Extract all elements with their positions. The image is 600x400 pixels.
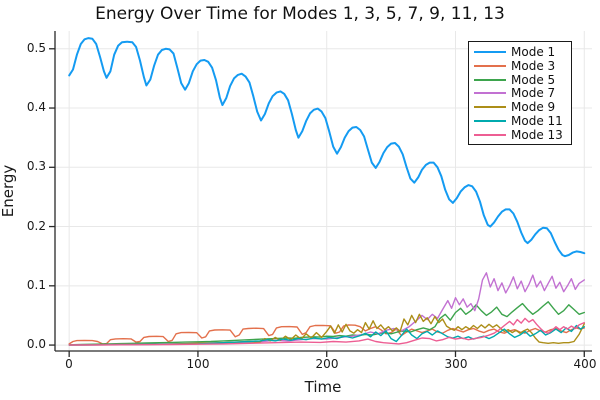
series-mode-11 xyxy=(68,324,585,346)
legend-item: Mode 5 xyxy=(474,74,566,86)
legend: Mode 1 Mode 3 Mode 5 Mode 7 Mode 9 Mode … xyxy=(468,41,572,145)
legend-line-sample xyxy=(474,51,506,53)
legend-line-sample xyxy=(474,106,506,109)
x-tick-label: 300 xyxy=(444,357,468,371)
legend-item: Mode 9 xyxy=(474,101,566,113)
legend-item: Mode 3 xyxy=(474,60,566,72)
legend-label: Mode 13 xyxy=(511,127,563,142)
legend-label: Mode 9 xyxy=(511,100,556,115)
legend-line-sample xyxy=(474,92,506,95)
legend-label: Mode 11 xyxy=(511,114,563,129)
legend-item: Mode 7 xyxy=(474,87,566,99)
legend-line-sample xyxy=(474,78,506,81)
series-mode-1 xyxy=(68,37,586,258)
x-tick-label: 400 xyxy=(573,357,597,371)
legend-item: Mode 1 xyxy=(474,46,566,58)
y-tick-label: 0.1 xyxy=(26,278,46,292)
y-tick-label: 0.0 xyxy=(26,337,46,351)
y-tick-label: 0.3 xyxy=(26,159,46,173)
legend-label: Mode 7 xyxy=(511,86,556,101)
series-mode-13 xyxy=(68,317,585,346)
legend-line-sample xyxy=(474,64,506,67)
legend-label: Mode 5 xyxy=(511,72,556,87)
y-axis-label: Energy xyxy=(0,164,17,218)
y-tick-label: 0.4 xyxy=(26,100,46,114)
x-tick-label: 100 xyxy=(186,357,210,371)
y-tick-label: 0.2 xyxy=(26,219,46,233)
x-tick-label: 200 xyxy=(315,357,339,371)
series-mode-3 xyxy=(68,324,585,345)
x-tick-label: 0 xyxy=(65,357,73,371)
y-tick-label: 0.5 xyxy=(26,41,46,55)
x-axis-label: Time xyxy=(304,378,342,396)
legend-label: Mode 3 xyxy=(511,58,556,73)
legend-label: Mode 1 xyxy=(511,45,556,59)
series-mode-5 xyxy=(68,301,585,346)
legend-line-sample xyxy=(474,133,506,136)
series-mode-9 xyxy=(68,313,585,346)
legend-line-sample xyxy=(474,120,506,123)
legend-item: Mode 11 xyxy=(474,115,566,127)
series-mode-7 xyxy=(68,272,585,346)
chart-title: Energy Over Time for Modes 1, 3, 5, 7, 9… xyxy=(95,4,505,24)
legend-item: Mode 13 xyxy=(474,129,566,141)
